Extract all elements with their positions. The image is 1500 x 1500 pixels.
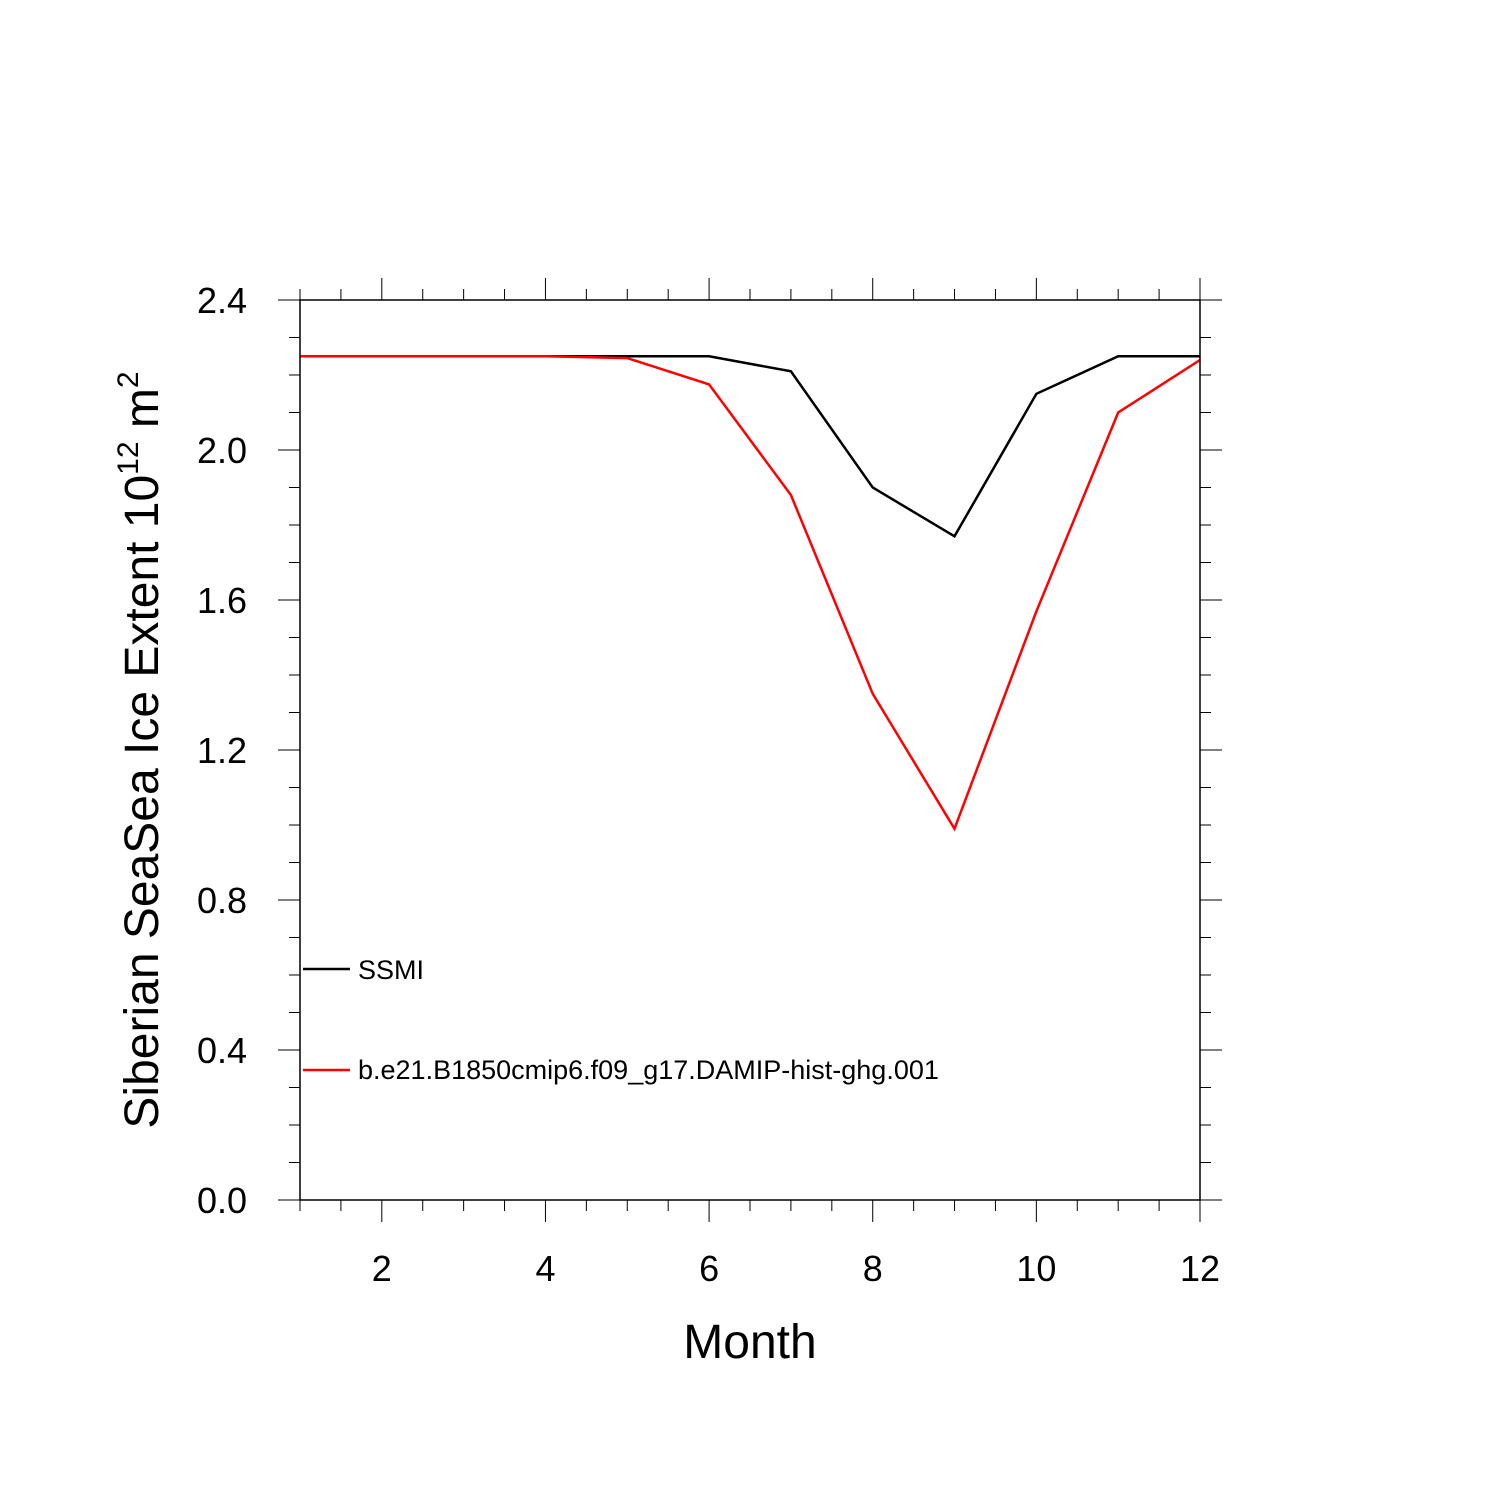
- y-tick-label: 0.0: [197, 1180, 247, 1221]
- series-layer: [300, 355, 1201, 832]
- y-axis-title-unit: m: [116, 388, 169, 441]
- y-tick-label: 0.8: [197, 880, 247, 921]
- axis-ticks: [278, 278, 1222, 1222]
- x-tick-label: 2: [372, 1248, 392, 1289]
- x-tick-label: 8: [863, 1248, 883, 1289]
- series-line-ssmi: [300, 355, 1200, 539]
- y-tick-label: 1.6: [197, 580, 247, 621]
- legend-label-damip: b.e21.B1850cmip6.f09_g17.DAMIP-hist-ghg.…: [358, 1055, 939, 1085]
- y-tick-label: 2.0: [197, 430, 247, 471]
- y-axis-title-main: Siberian SeaSea Ice Extent 10: [116, 475, 169, 1129]
- tick-labels: 2 4 6 8 10 12 0.0 0.4 0.8 1.2 1.6 2.0 2.4: [197, 280, 1220, 1289]
- y-axis-title-unit-exponent: 2: [112, 371, 145, 388]
- series-line-damip: [300, 355, 1201, 832]
- y-axis-title: Siberian SeaSea Ice Extent 1012 m2: [112, 371, 169, 1128]
- x-tick-label: 6: [699, 1248, 719, 1289]
- y-tick-label: 0.4: [197, 1030, 247, 1071]
- x-tick-label: 10: [1016, 1248, 1056, 1289]
- x-axis-title: Month: [683, 1316, 816, 1369]
- y-axis-title-exponent: 12: [112, 441, 145, 474]
- plot-frame: [299, 299, 1201, 1201]
- y-tick-label: 1.2: [197, 730, 247, 771]
- x-tick-label: 12: [1180, 1248, 1220, 1289]
- legend-label-ssmi: SSMI: [358, 955, 424, 985]
- legend: SSMI b.e21.B1850cmip6.f09_g17.DAMIP-hist…: [303, 955, 939, 1085]
- y-tick-label: 2.4: [197, 280, 247, 321]
- x-tick-label: 4: [535, 1248, 555, 1289]
